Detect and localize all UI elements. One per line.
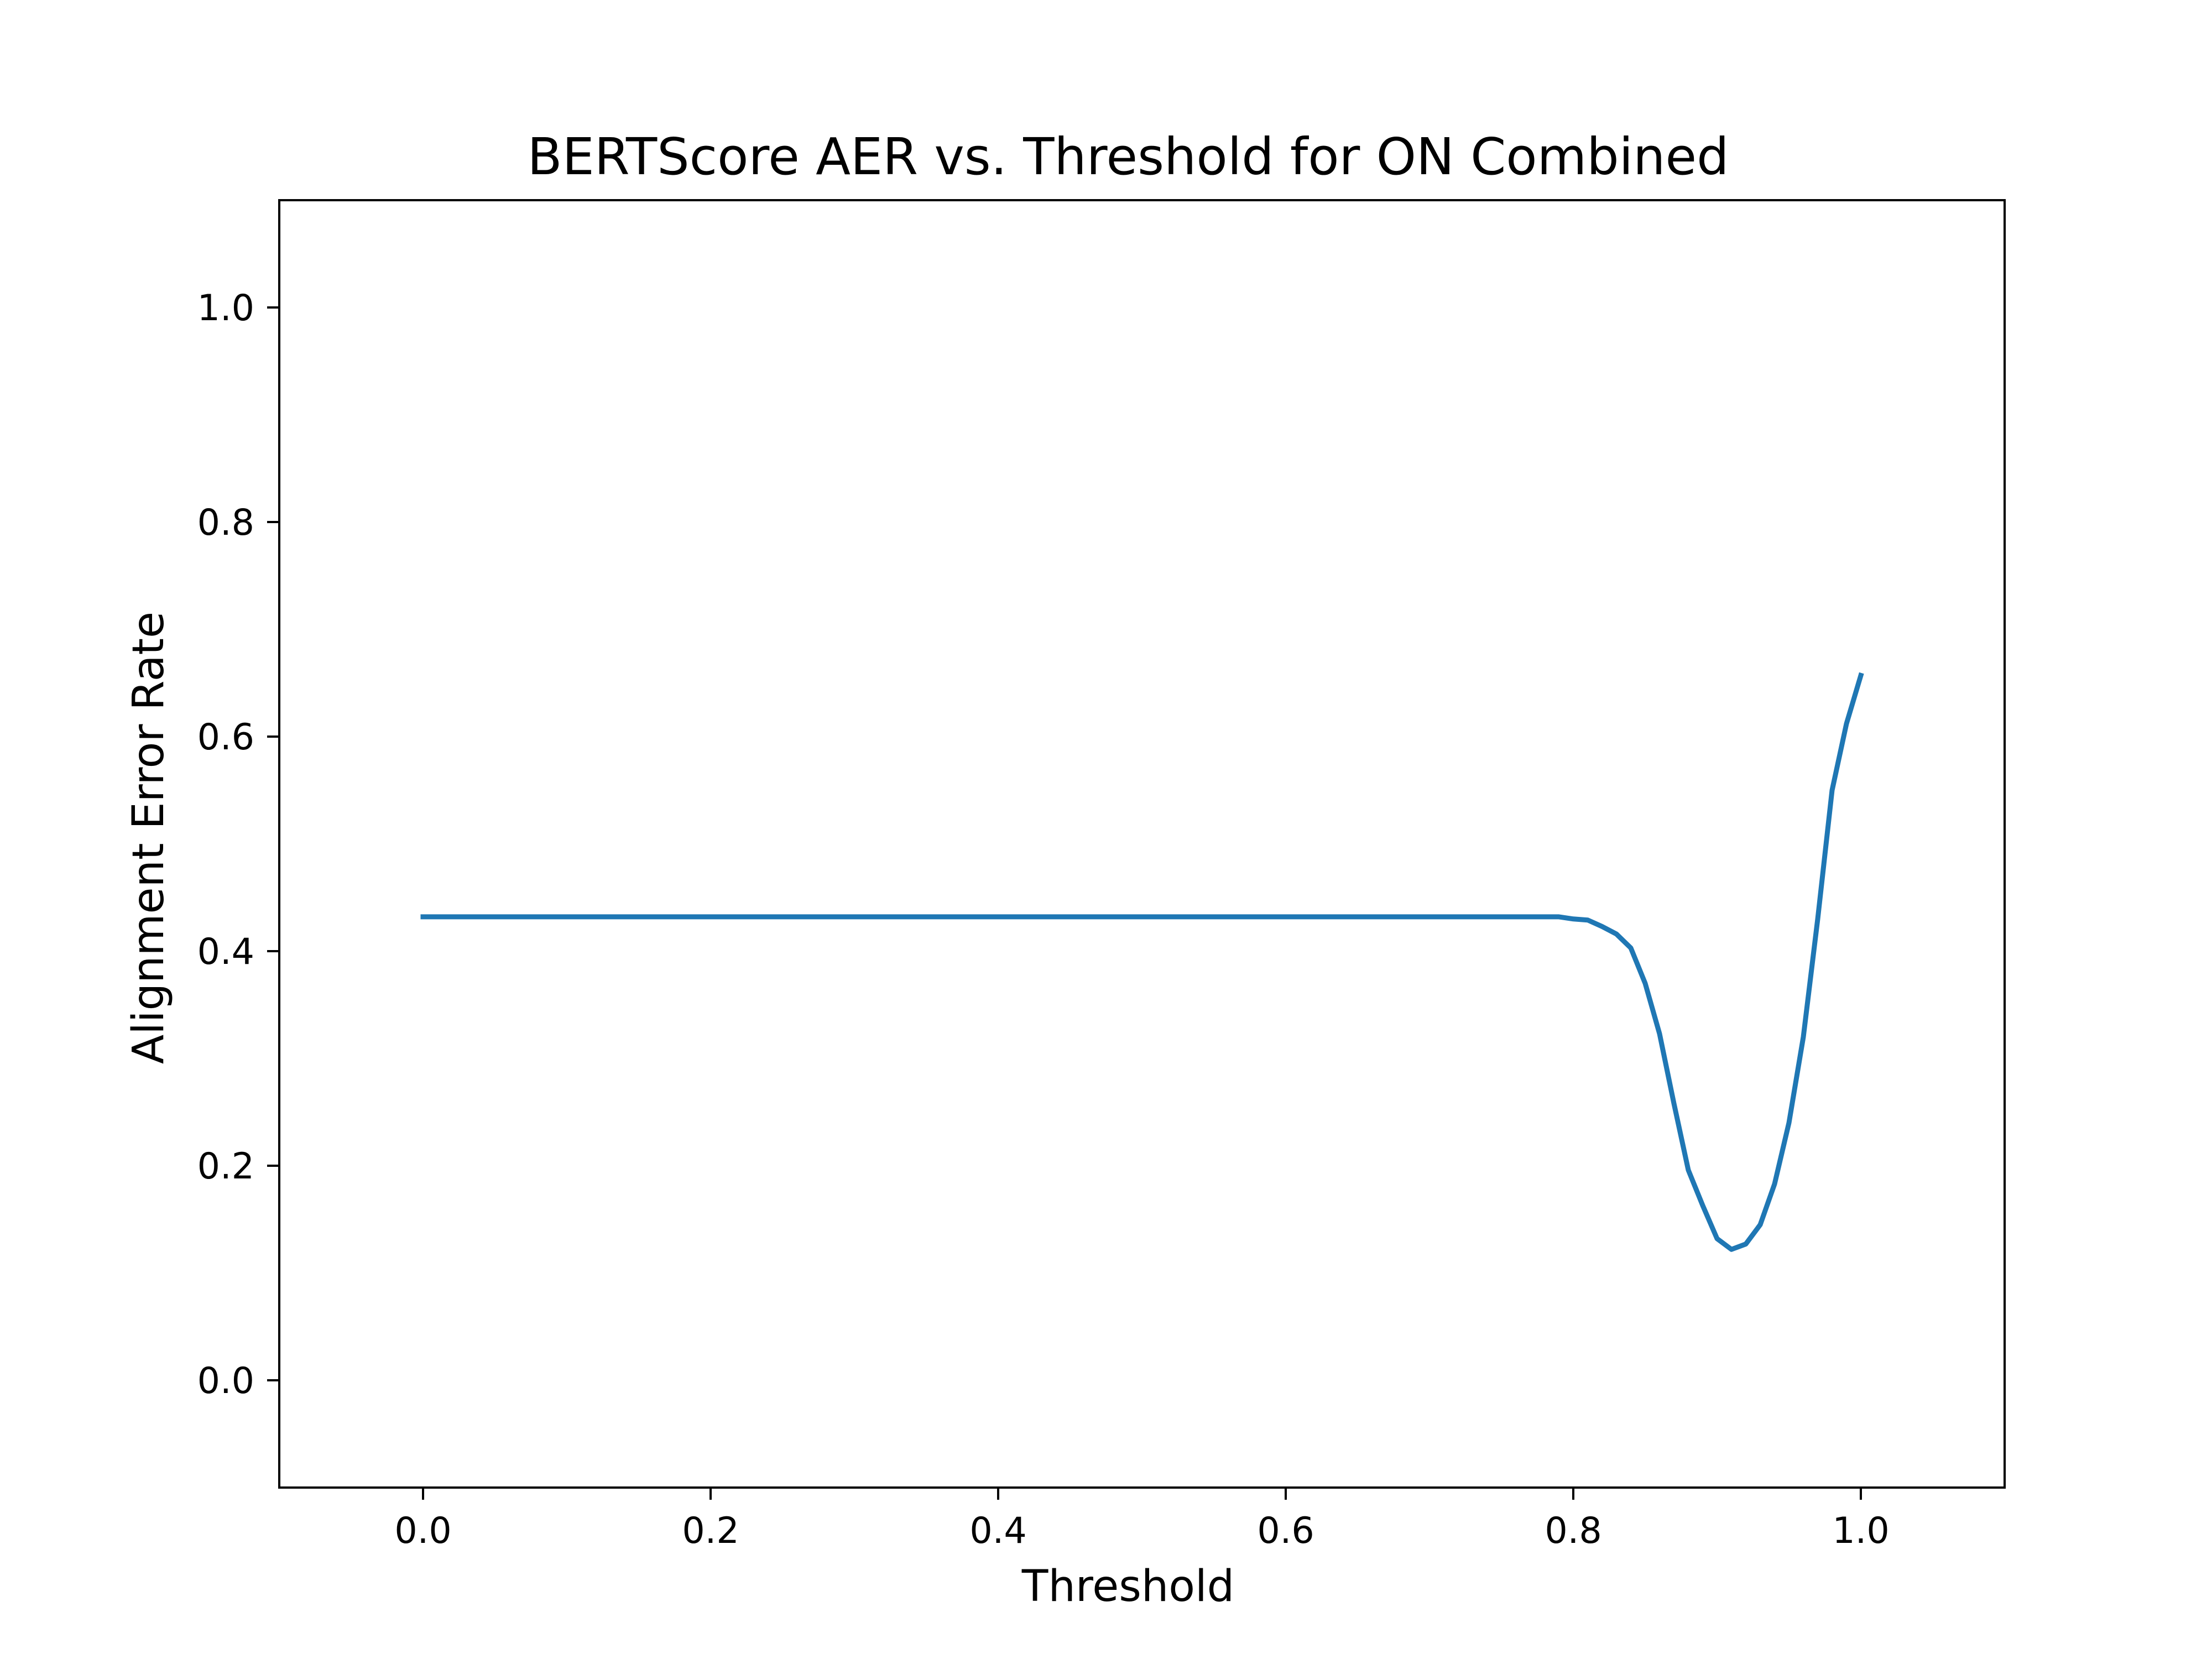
x-axis-label: Threshold [1021, 1562, 1234, 1611]
y-axis-label: Alignment Error Rate [124, 612, 174, 1064]
y-tick-label-1: 0.2 [197, 1146, 254, 1187]
chart-title: BERTScore AER vs. Threshold for ON Combi… [528, 127, 1729, 186]
y-tick-label-0: 0.0 [197, 1360, 254, 1402]
y-tick-label-3: 0.6 [197, 717, 254, 758]
series-line-0 [420, 672, 1864, 1252]
x-tick-label-1: 0.2 [682, 1510, 739, 1552]
x-tick-label-5: 1.0 [1832, 1510, 1889, 1552]
plot-area: 0.0 0.2 0.4 0.6 0.8 1.0 0.0 0.2 0.4 0.6 0.8 1.0 [197, 199, 2006, 1552]
y-tick-label-5: 1.0 [197, 288, 254, 329]
plot-frame [278, 199, 2006, 1489]
y-tick-label-2: 0.4 [197, 931, 254, 973]
x-tick-label-3: 0.6 [1257, 1510, 1314, 1552]
x-tick-label-0: 0.0 [394, 1510, 451, 1552]
x-tick-label-4: 0.8 [1545, 1510, 1601, 1552]
x-tick-label-2: 0.4 [969, 1510, 1026, 1552]
y-tick-label-4: 0.8 [197, 502, 254, 544]
